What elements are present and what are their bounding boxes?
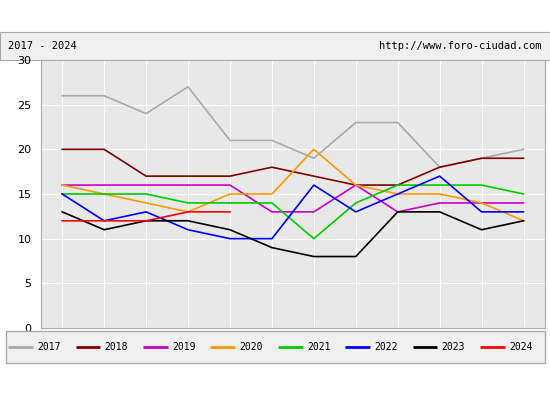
Text: 2023: 2023 bbox=[442, 342, 465, 352]
Text: 2022: 2022 bbox=[375, 342, 398, 352]
Text: 2018: 2018 bbox=[104, 342, 128, 352]
Text: 2024: 2024 bbox=[509, 342, 532, 352]
Text: Evolucion del paro registrado en Berantevilla: Evolucion del paro registrado en Berante… bbox=[110, 8, 440, 24]
FancyBboxPatch shape bbox=[6, 331, 544, 363]
Text: 2017 - 2024: 2017 - 2024 bbox=[8, 41, 77, 51]
Text: http://www.foro-ciudad.com: http://www.foro-ciudad.com bbox=[379, 41, 542, 51]
Text: 2017: 2017 bbox=[37, 342, 61, 352]
Text: 2020: 2020 bbox=[240, 342, 263, 352]
Text: 2019: 2019 bbox=[172, 342, 196, 352]
Text: 2021: 2021 bbox=[307, 342, 331, 352]
